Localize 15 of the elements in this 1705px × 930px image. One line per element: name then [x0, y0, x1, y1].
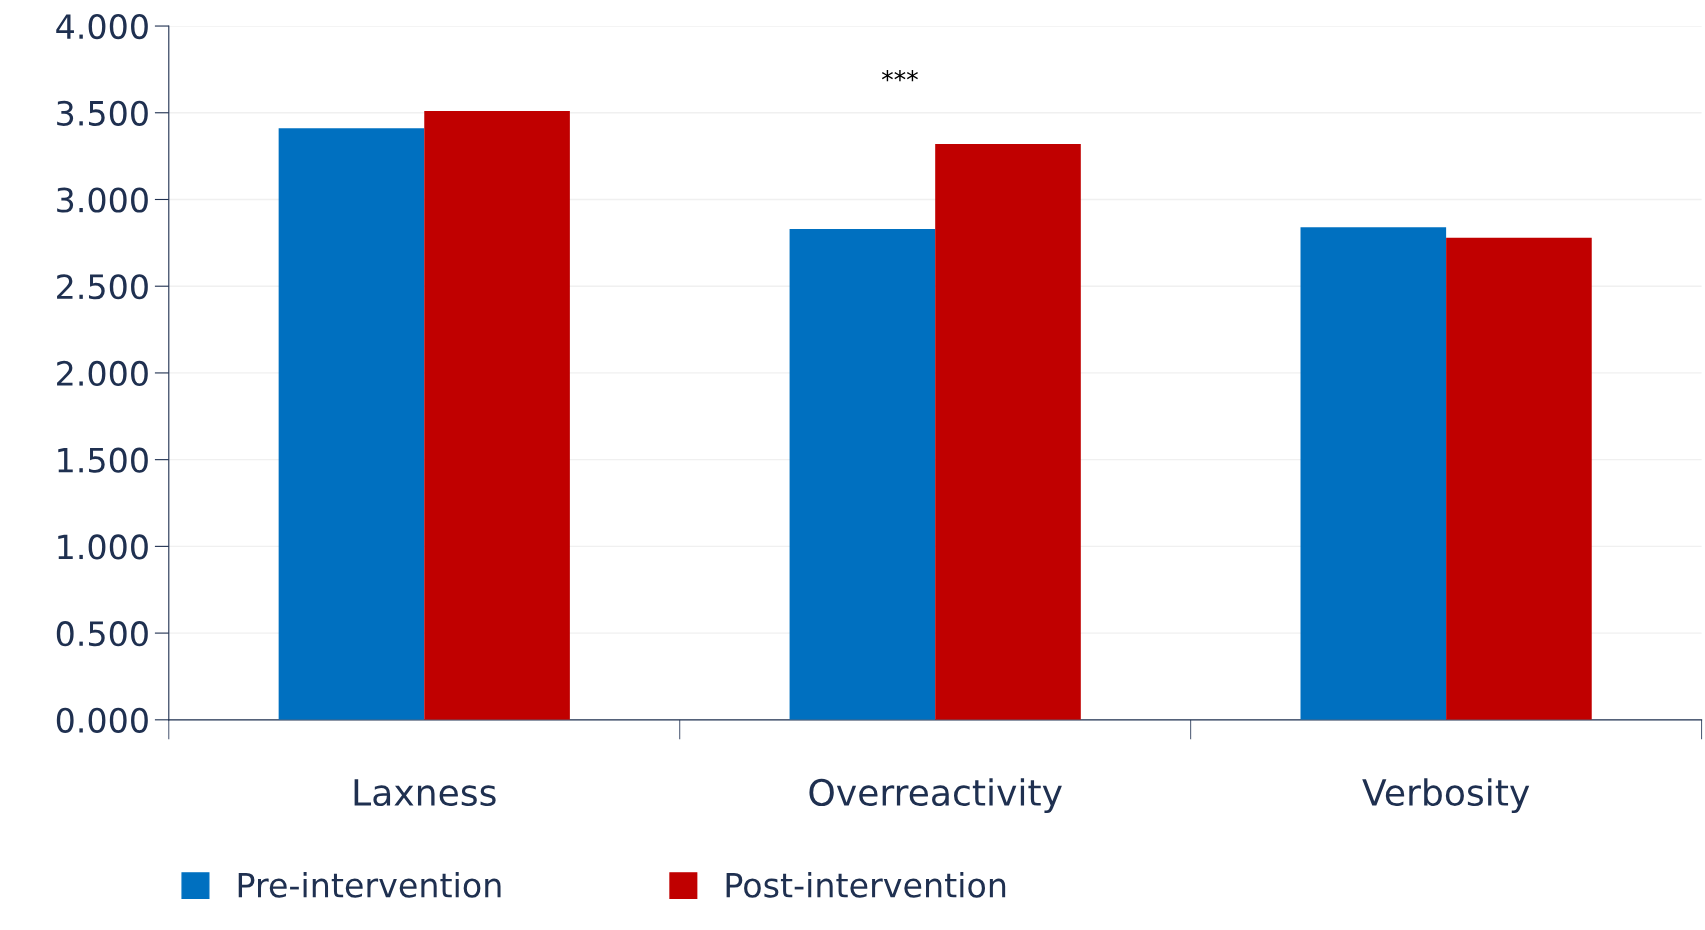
y-tick-label: 3.500 — [57, 100, 148, 126]
y-tick-label: 4.000 — [56, 13, 148, 40]
legend-label: Post-intervention — [726, 871, 1006, 898]
y-tick-label: 2.500 — [57, 274, 148, 300]
x-tick-label: Overreactivity — [809, 778, 1062, 814]
legend-label: Pre-intervention — [238, 871, 501, 898]
x-tick-label: Laxness — [354, 779, 496, 807]
y-tick-label: 1.000 — [58, 534, 148, 560]
annotation: *** — [881, 69, 918, 82]
y-tick-label: 0.000 — [56, 707, 148, 733]
y-tick-label: 1.500 — [58, 447, 148, 473]
y-tick-label: 0.500 — [56, 621, 148, 647]
y-tick-label: 3.000 — [57, 187, 148, 213]
x-tick-label: Verbosity — [1362, 778, 1530, 814]
y-tick-label: 2.000 — [57, 360, 148, 387]
